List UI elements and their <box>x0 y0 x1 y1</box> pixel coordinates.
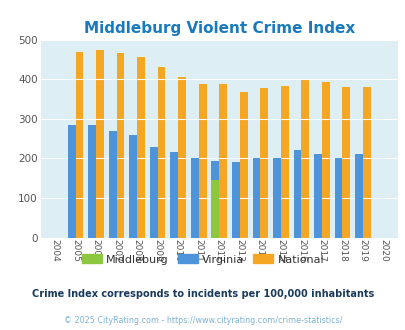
Bar <box>362 87 370 238</box>
Bar <box>231 162 239 238</box>
Bar <box>313 154 321 238</box>
Bar <box>211 180 219 238</box>
Bar <box>280 86 288 238</box>
Bar <box>157 67 165 238</box>
Bar <box>341 87 350 238</box>
Bar <box>219 84 226 238</box>
Legend: Middleburg, Virginia, National: Middleburg, Virginia, National <box>77 250 328 269</box>
Text: © 2025 CityRating.com - https://www.cityrating.com/crime-statistics/: © 2025 CityRating.com - https://www.city… <box>64 315 341 325</box>
Bar <box>321 82 329 238</box>
Bar <box>170 152 178 238</box>
Bar <box>137 57 145 238</box>
Bar <box>88 125 96 238</box>
Bar <box>129 135 137 238</box>
Text: Crime Index corresponds to incidents per 100,000 inhabitants: Crime Index corresponds to incidents per… <box>32 289 373 299</box>
Bar <box>96 50 104 238</box>
Bar <box>178 77 185 238</box>
Bar <box>68 125 75 238</box>
Bar <box>260 88 267 238</box>
Title: Middleburg Violent Crime Index: Middleburg Violent Crime Index <box>83 21 354 36</box>
Bar <box>239 92 247 238</box>
Bar <box>75 52 83 238</box>
Bar <box>109 131 116 238</box>
Bar <box>252 158 260 238</box>
Bar <box>116 53 124 238</box>
Bar <box>190 158 198 238</box>
Bar <box>293 150 301 238</box>
Bar <box>334 158 341 238</box>
Bar <box>198 84 206 238</box>
Bar <box>149 147 157 238</box>
Bar <box>301 80 309 238</box>
Bar <box>354 154 362 238</box>
Bar <box>211 161 219 238</box>
Bar <box>273 158 280 238</box>
